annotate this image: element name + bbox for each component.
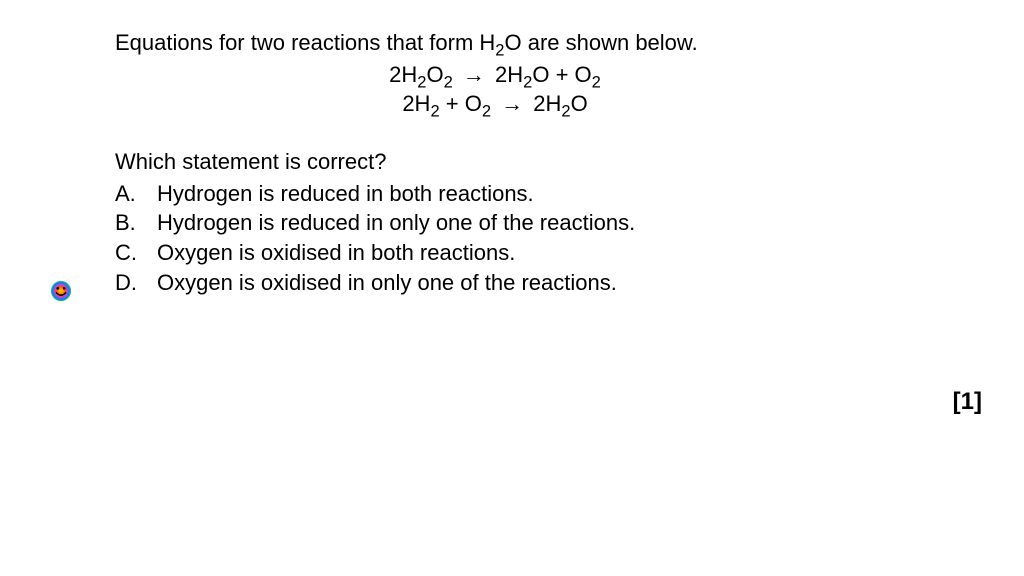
eq1-s2: 2 (444, 73, 453, 91)
option-c[interactable]: C. Oxygen is oxidised in both reactions. (115, 238, 915, 268)
eq2-p1: 2H (402, 91, 430, 116)
option-text: Oxygen is oxidised in both reactions. (157, 238, 915, 268)
intro-prefix: Equations for two reactions that form H (115, 30, 495, 55)
eq2-s3: 2 (561, 103, 570, 121)
intro-text: Equations for two reactions that form H2… (115, 28, 915, 58)
smiley-icon (50, 280, 72, 302)
mcq: Which statement is correct? A. Hydrogen … (115, 147, 915, 297)
option-b[interactable]: B. Hydrogen is reduced in only one of th… (115, 208, 915, 238)
option-text: Oxygen is oxidised in only one of the re… (157, 268, 915, 298)
equation-2: 2H2 + O2 → 2H2O (115, 89, 875, 119)
eq2-p4: O (571, 91, 588, 116)
arrow-icon: → (497, 89, 527, 119)
equation-1: 2H2O2 → 2H2O + O2 (115, 60, 875, 90)
option-text: Hydrogen is reduced in both reactions. (157, 179, 915, 209)
equations: 2H2O2 → 2H2O + O2 2H2 + O2 → 2H2O (115, 60, 875, 119)
eq1-p1: 2H (389, 62, 417, 87)
arrow-icon: → (459, 60, 489, 90)
eq2-s1: 2 (430, 103, 439, 121)
marks-label: [1] (953, 388, 982, 416)
eq1-s4: 2 (592, 73, 601, 91)
option-letter: D. (115, 268, 157, 298)
eq1-p2: O (426, 62, 443, 87)
option-text: Hydrogen is reduced in only one of the r… (157, 208, 915, 238)
eq1-p4: O + O (532, 62, 591, 87)
eq1-s3: 2 (523, 73, 532, 91)
option-letter: C. (115, 238, 157, 268)
eq2-s2: 2 (482, 103, 491, 121)
intro-suffix: O are shown below. (504, 30, 697, 55)
option-letter: B. (115, 208, 157, 238)
eq2-p2: + O (440, 91, 482, 116)
question-prompt: Which statement is correct? (115, 147, 915, 177)
option-d[interactable]: D. Oxygen is oxidised in only one of the… (115, 268, 915, 298)
eq2-p3: 2H (533, 91, 561, 116)
option-a[interactable]: A. Hydrogen is reduced in both reactions… (115, 179, 915, 209)
eq1-p3: 2H (495, 62, 523, 87)
option-letter: A. (115, 179, 157, 209)
question-block: Equations for two reactions that form H2… (115, 28, 915, 298)
